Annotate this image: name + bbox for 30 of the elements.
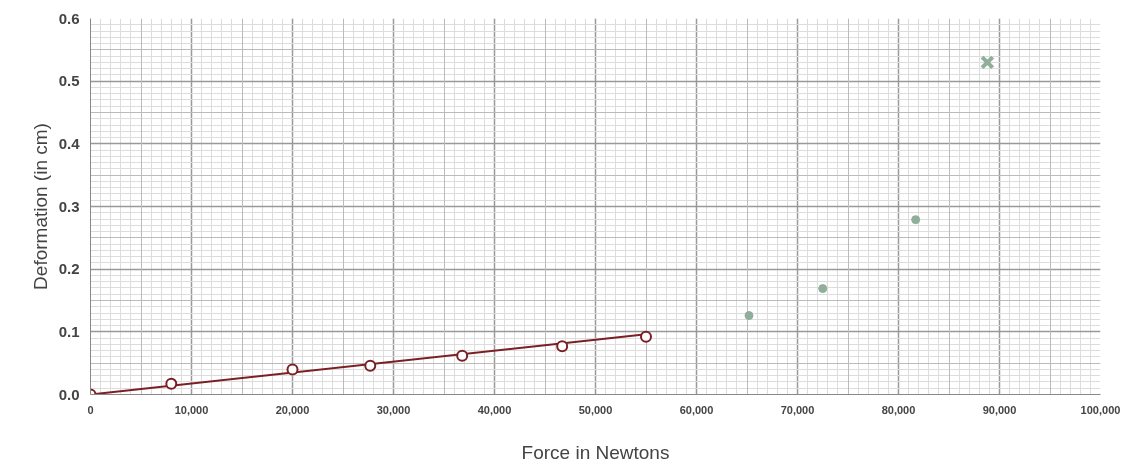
y-tick-label: 0.1 xyxy=(58,322,80,340)
x-tick-label: 70,000 xyxy=(780,403,815,416)
x-tick-label: 0 xyxy=(87,403,94,416)
x-tick-label: 40,000 xyxy=(477,403,512,416)
x-tick-label: 20,000 xyxy=(275,403,310,416)
x-tick-label: 90,000 xyxy=(982,403,1017,416)
y-tick-label: 0.0 xyxy=(58,385,80,403)
point xyxy=(556,340,569,353)
point xyxy=(911,215,921,225)
point xyxy=(286,363,299,376)
point xyxy=(165,377,178,390)
point xyxy=(456,349,469,362)
point xyxy=(818,284,828,294)
y-tick-label: 0.3 xyxy=(58,197,80,215)
x-tick-label: 50,000 xyxy=(578,403,613,416)
point xyxy=(364,359,377,372)
x-tick-label: 30,000 xyxy=(376,403,411,416)
x-tick-label: 60,000 xyxy=(679,403,714,416)
point xyxy=(640,330,652,343)
x-tick-label: 100,000 xyxy=(1080,403,1121,416)
point xyxy=(980,55,995,70)
point xyxy=(744,311,754,321)
y-tick-label: 0.6 xyxy=(58,9,80,27)
x-tick-label: 80,000 xyxy=(881,403,916,416)
x-axis-title: Force in Newtons xyxy=(521,441,670,463)
y-tick-label: 0.2 xyxy=(58,260,80,278)
y-axis-title: Deformation (in cm) xyxy=(29,123,51,290)
y-tick-label: 0.5 xyxy=(58,72,80,90)
y-tick-label: 0.4 xyxy=(58,134,81,152)
x-tick-label: 10,000 xyxy=(174,403,209,416)
